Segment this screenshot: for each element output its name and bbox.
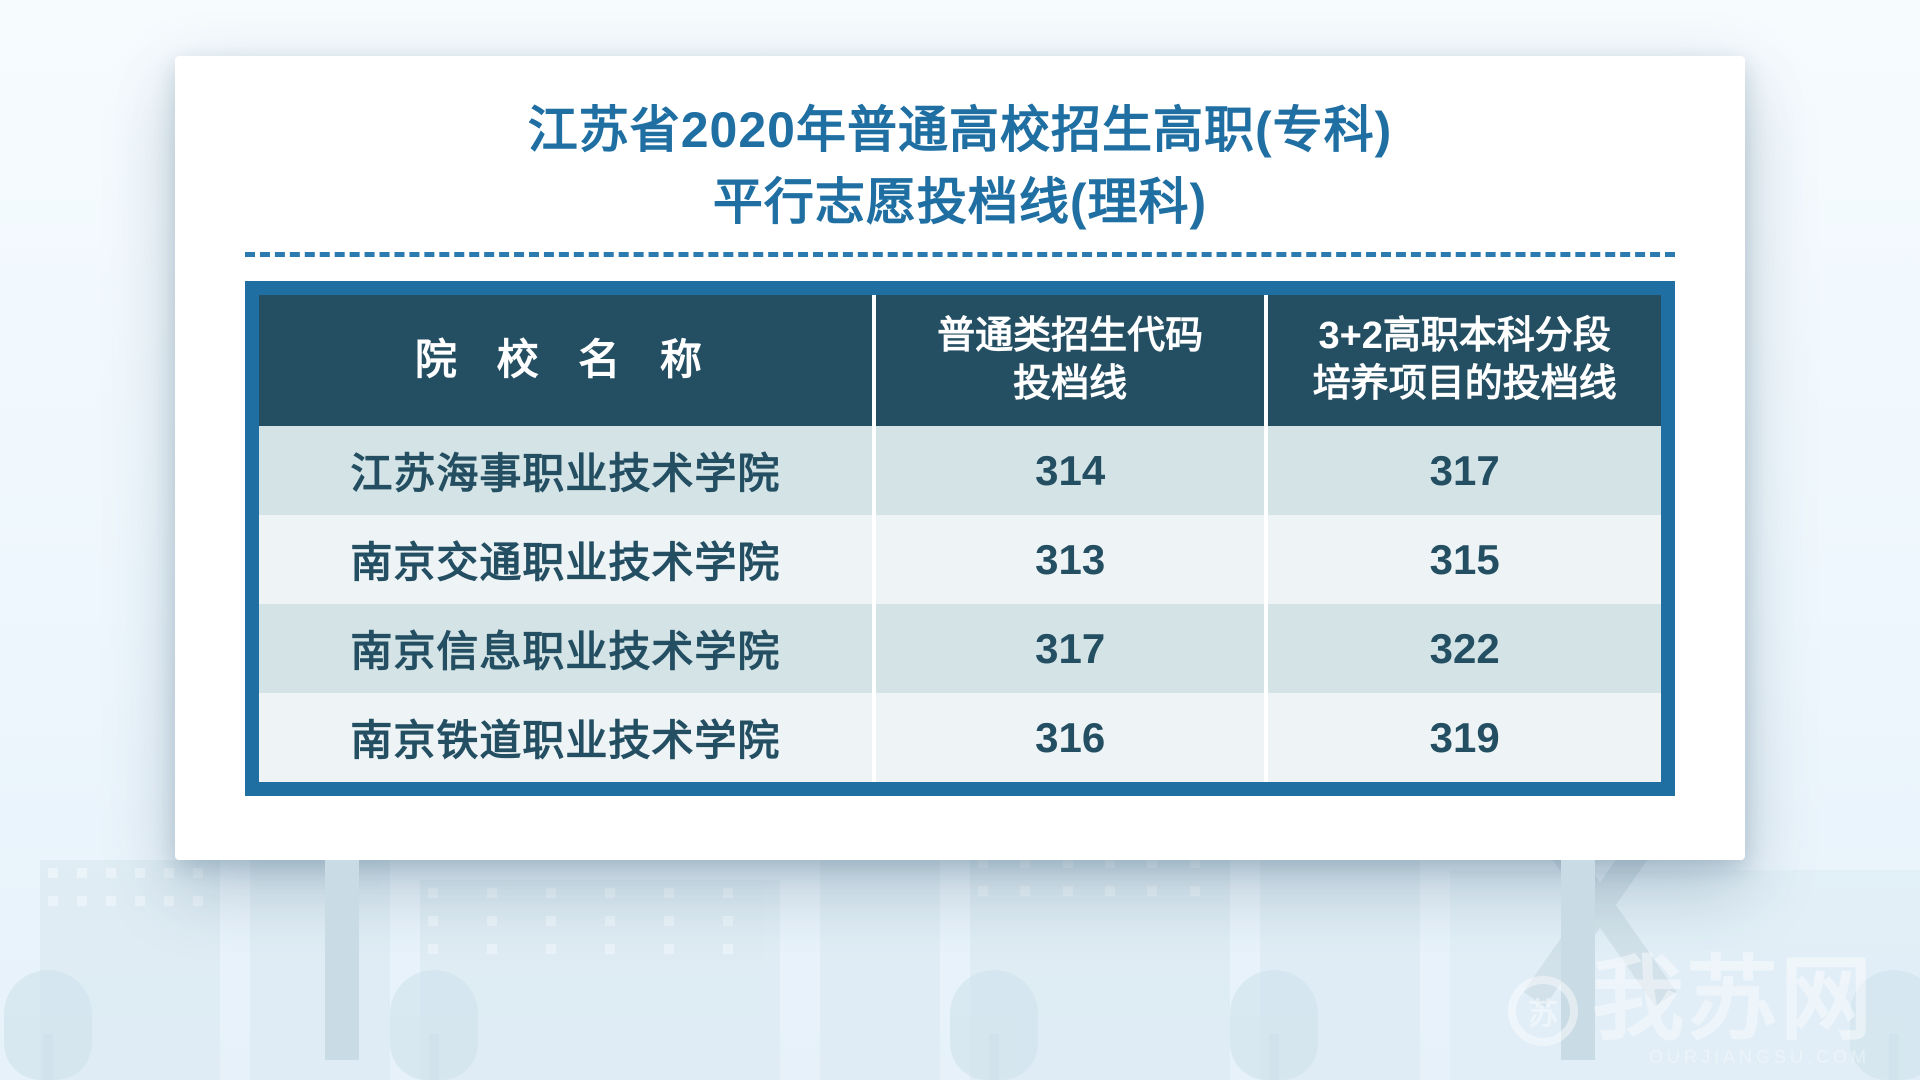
table-header-cell: 3+2高职本科分段培养项目的投档线: [1268, 295, 1661, 426]
school-name-cell: 南京信息职业技术学院: [259, 604, 876, 693]
score-cell: 322: [1268, 604, 1661, 693]
school-name-cell: 南京铁道职业技术学院: [259, 693, 876, 782]
school-name-cell: 南京交通职业技术学院: [259, 515, 876, 604]
table-row: 南京交通职业技术学院313315: [259, 515, 1661, 604]
score-cell: 315: [1268, 515, 1661, 604]
table-header-cell: 院 校 名 称: [259, 295, 876, 426]
table-row: 江苏海事职业技术学院314317: [259, 426, 1661, 515]
billboard-panel: 江苏省2020年普通高校招生高职(专科) 平行志愿投档线(理科) 院 校 名 称…: [175, 56, 1745, 860]
title-line-2: 平行志愿投档线(理科): [223, 162, 1697, 234]
page-title: 江苏省2020年普通高校招生高职(专科) 平行志愿投档线(理科): [223, 90, 1697, 234]
title-line-1: 江苏省2020年普通高校招生高职(专科): [223, 90, 1697, 162]
table-body: 江苏海事职业技术学院314317南京交通职业技术学院313315南京信息职业技术…: [259, 426, 1661, 782]
table-header-cell: 普通类招生代码投档线: [876, 295, 1269, 426]
score-cell: 314: [876, 426, 1269, 515]
dashed-separator: [245, 252, 1675, 257]
school-name-cell: 江苏海事职业技术学院: [259, 426, 876, 515]
table-row: 南京信息职业技术学院317322: [259, 604, 1661, 693]
score-cell: 313: [876, 515, 1269, 604]
score-cell: 319: [1268, 693, 1661, 782]
score-cell: 317: [1268, 426, 1661, 515]
table-header-row: 院 校 名 称普通类招生代码投档线3+2高职本科分段培养项目的投档线: [259, 295, 1661, 426]
watermark-subtext: OURJIANGSU.COM: [1649, 1047, 1870, 1068]
table-row: 南京铁道职业技术学院316319: [259, 693, 1661, 782]
score-cell: 316: [876, 693, 1269, 782]
score-cell: 317: [876, 604, 1269, 693]
score-table: 院 校 名 称普通类招生代码投档线3+2高职本科分段培养项目的投档线 江苏海事职…: [245, 281, 1675, 796]
